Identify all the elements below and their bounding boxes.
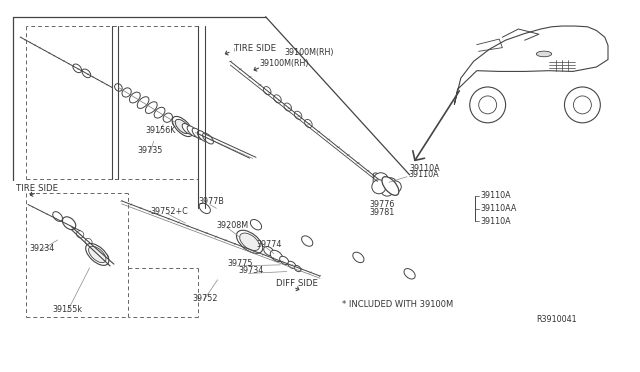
Text: 3977B: 3977B xyxy=(198,197,224,206)
Text: 39781: 39781 xyxy=(370,208,395,217)
Ellipse shape xyxy=(380,176,388,185)
Text: 39100M(RH): 39100M(RH) xyxy=(259,60,308,68)
Ellipse shape xyxy=(270,250,283,262)
Text: DIFF SIDE: DIFF SIDE xyxy=(276,279,319,288)
Text: 39110A: 39110A xyxy=(410,164,440,173)
Ellipse shape xyxy=(264,87,271,95)
Ellipse shape xyxy=(175,119,189,134)
Ellipse shape xyxy=(373,173,382,183)
Text: 39208M: 39208M xyxy=(216,221,248,230)
Ellipse shape xyxy=(294,266,301,272)
Text: 39100M(RH): 39100M(RH) xyxy=(285,48,334,57)
Text: 39775: 39775 xyxy=(227,259,253,268)
Ellipse shape xyxy=(250,219,262,230)
Ellipse shape xyxy=(63,217,76,230)
Text: 39735: 39735 xyxy=(138,146,163,155)
Text: 39734: 39734 xyxy=(238,266,263,275)
Text: * INCLUDED WITH 39100M: * INCLUDED WITH 39100M xyxy=(342,300,454,309)
Text: 39774: 39774 xyxy=(256,240,282,249)
Ellipse shape xyxy=(389,179,398,189)
Ellipse shape xyxy=(82,69,91,78)
Text: 39110A: 39110A xyxy=(480,191,511,200)
Ellipse shape xyxy=(199,203,211,214)
Text: 39776: 39776 xyxy=(370,200,396,209)
Circle shape xyxy=(479,96,497,114)
Ellipse shape xyxy=(172,119,180,126)
Ellipse shape xyxy=(236,230,263,253)
Ellipse shape xyxy=(353,252,364,263)
Ellipse shape xyxy=(86,244,109,265)
Circle shape xyxy=(573,96,591,114)
Text: TIRE SIDE: TIRE SIDE xyxy=(234,44,276,53)
Text: TIRE SIDE: TIRE SIDE xyxy=(16,185,58,193)
Ellipse shape xyxy=(239,233,260,251)
Ellipse shape xyxy=(197,131,209,142)
Text: 39752: 39752 xyxy=(192,294,218,303)
Text: 39110A: 39110A xyxy=(480,217,511,226)
Ellipse shape xyxy=(385,177,394,187)
Ellipse shape xyxy=(154,107,165,118)
Circle shape xyxy=(384,178,397,190)
Ellipse shape xyxy=(294,111,302,119)
Text: 39752+C: 39752+C xyxy=(150,207,188,216)
Ellipse shape xyxy=(145,102,157,113)
Ellipse shape xyxy=(536,51,552,57)
Ellipse shape xyxy=(187,126,198,137)
Ellipse shape xyxy=(129,92,140,103)
Circle shape xyxy=(564,87,600,123)
Ellipse shape xyxy=(122,88,131,97)
Text: R3910041: R3910041 xyxy=(536,315,577,324)
Ellipse shape xyxy=(163,113,172,122)
Text: 39234: 39234 xyxy=(29,244,54,253)
Ellipse shape xyxy=(172,116,193,137)
Ellipse shape xyxy=(182,124,193,134)
Ellipse shape xyxy=(301,236,313,246)
Text: 39110AA: 39110AA xyxy=(480,204,516,213)
Ellipse shape xyxy=(192,128,204,140)
Circle shape xyxy=(381,183,394,196)
Ellipse shape xyxy=(382,177,399,195)
Text: 39110A: 39110A xyxy=(408,170,439,179)
Ellipse shape xyxy=(284,103,292,111)
Ellipse shape xyxy=(52,212,63,221)
Ellipse shape xyxy=(73,64,81,73)
Ellipse shape xyxy=(88,246,106,263)
Ellipse shape xyxy=(115,84,122,91)
Circle shape xyxy=(372,180,386,194)
Ellipse shape xyxy=(305,119,312,128)
Ellipse shape xyxy=(203,133,213,144)
Text: 39156K: 39156K xyxy=(146,126,176,135)
Circle shape xyxy=(470,87,506,123)
Ellipse shape xyxy=(404,269,415,279)
Circle shape xyxy=(390,181,401,192)
Text: 39155k: 39155k xyxy=(52,305,83,314)
Ellipse shape xyxy=(274,95,281,103)
Ellipse shape xyxy=(264,247,274,256)
Circle shape xyxy=(373,173,388,188)
Ellipse shape xyxy=(280,256,289,264)
Ellipse shape xyxy=(288,261,296,269)
Ellipse shape xyxy=(137,97,149,108)
